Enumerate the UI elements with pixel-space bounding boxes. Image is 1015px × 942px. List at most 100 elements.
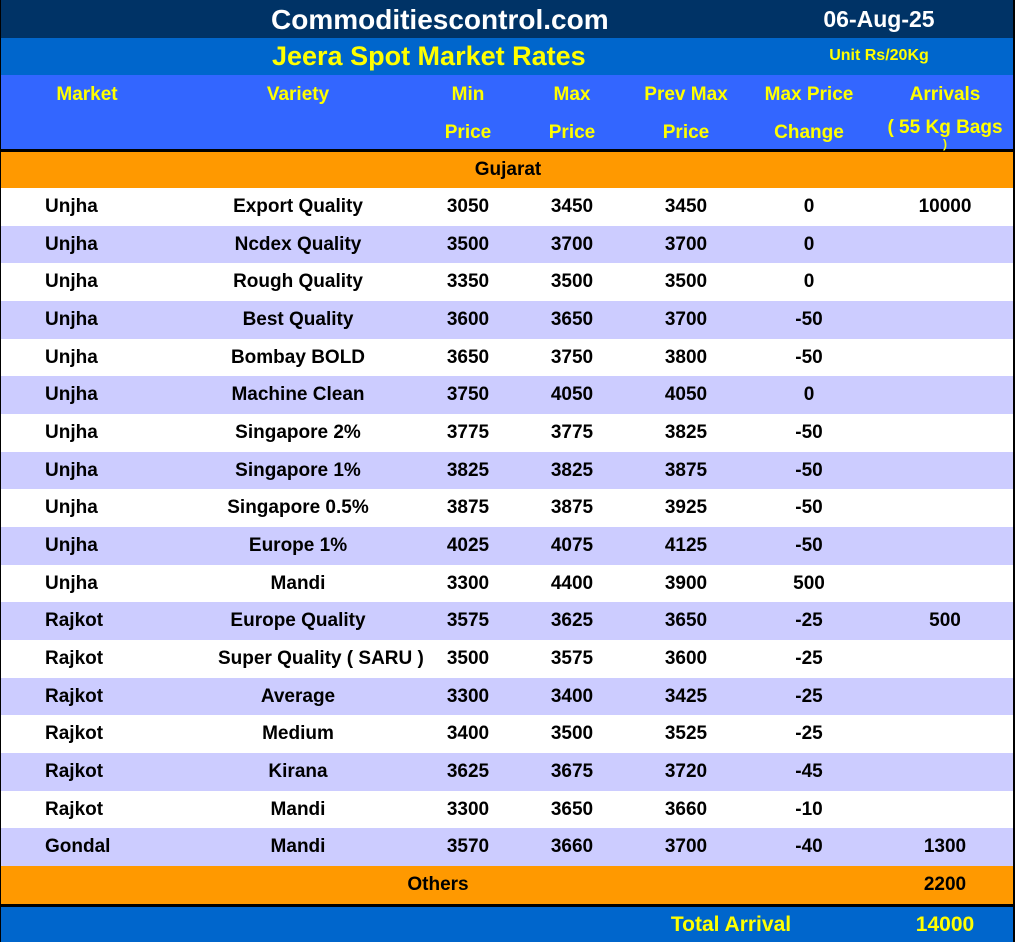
cell-change: 0: [803, 196, 815, 217]
table-row: Unjha Bombay BOLD 3650 3750 3800 -50: [1, 339, 1013, 377]
cell-change: -25: [795, 610, 823, 632]
cell-change: -45: [795, 761, 823, 783]
cell-arrivals: 10000: [918, 196, 972, 217]
table-row: Rajkot Average 3300 3400 3425 -25: [1, 677, 1013, 716]
col-max-2: Price: [548, 122, 596, 143]
cell-min: 4025: [446, 535, 490, 557]
cell-max: 3500: [550, 723, 594, 745]
table-row: Unjha Ncdex Quality 3500 3700 3700 0: [1, 225, 1013, 264]
cell-market: Unjha: [45, 196, 98, 217]
cell-change: 0: [803, 271, 815, 293]
cell-max: 4050: [550, 384, 594, 406]
col-change-2: Change: [774, 122, 844, 143]
col-variety: Variety: [266, 84, 330, 105]
cell-change: -25: [795, 648, 823, 670]
cell-min: 3300: [446, 798, 490, 820]
cell-max: 4400: [550, 572, 594, 594]
cell-max: 3660: [550, 836, 594, 858]
cell-max: 3400: [550, 685, 594, 707]
cell-variety: Best Quality: [242, 309, 354, 330]
table-row: Unjha Mandi 3300 4400 3900 500: [1, 565, 1013, 603]
table-row: Unjha Singapore 1% 3825 3825 3875 -50: [1, 451, 1013, 490]
cell-min: 3350: [446, 271, 490, 293]
cell-variety: Mandi: [270, 836, 326, 858]
cell-change: -50: [795, 497, 823, 519]
cell-variety: Average: [260, 685, 336, 707]
col-prev-1: Prev Max: [644, 84, 728, 105]
cell-max: 3575: [550, 648, 594, 670]
cell-market: Rajkot: [45, 723, 104, 745]
cell-min: 3750: [446, 384, 490, 406]
cell-max: 4075: [550, 535, 594, 557]
cell-market: Rajkot: [45, 798, 104, 820]
cell-market: Unjha: [45, 309, 98, 330]
cell-min: 3825: [446, 459, 490, 481]
cell-prev: 3720: [664, 761, 708, 783]
col-max-1: Max: [553, 84, 591, 105]
total-row: Total Arrival 14000: [1, 904, 1013, 942]
cell-prev: 3500: [664, 271, 708, 293]
cell-prev: 3700: [664, 836, 708, 858]
cell-max: 3625: [550, 610, 594, 632]
cell-prev: 4050: [664, 384, 708, 406]
cell-change: -25: [795, 723, 823, 745]
cell-change: -50: [795, 535, 823, 557]
total-label: Total Arrival: [670, 913, 792, 936]
cell-variety: Singapore 2%: [235, 422, 361, 444]
cell-min: 3650: [446, 346, 490, 368]
cell-change: -40: [795, 836, 823, 858]
cell-market: Unjha: [45, 233, 98, 255]
others-arrivals: 2200: [923, 874, 967, 895]
unit-label: Unit Rs/20Kg: [829, 47, 929, 64]
col-arrivals-3: ): [943, 137, 947, 151]
cell-max: 3775: [550, 422, 594, 444]
table-row: Rajkot Mandi 3300 3650 3660 -10: [1, 791, 1013, 829]
cell-variety: Europe Quality: [230, 610, 366, 632]
cell-variety: Machine Clean: [231, 384, 365, 406]
col-prev-2: Price: [662, 122, 710, 143]
cell-change: -10: [795, 798, 823, 820]
cell-min: 3625: [446, 761, 490, 783]
cell-change: -50: [795, 459, 823, 481]
table-row: Rajkot Europe Quality 3575 3625 3650 -25 500: [1, 602, 1013, 641]
cell-change: -25: [795, 685, 823, 707]
page-title: Jeera Spot Market Rates: [272, 41, 586, 71]
col-min-2: Price: [444, 122, 492, 143]
cell-change: 0: [803, 384, 815, 406]
cell-variety: Mandi: [270, 572, 326, 594]
cell-prev: 3925: [664, 497, 708, 519]
table-row: Unjha Best Quality 3600 3650 3700 -50: [1, 301, 1013, 339]
table-row: Unjha Europe 1% 4025 4075 4125 -50: [1, 527, 1013, 565]
cell-change: -50: [795, 346, 823, 368]
cell-variety: Rough Quality: [233, 271, 363, 293]
cell-market: Rajkot: [45, 761, 104, 783]
cell-min: 3575: [446, 610, 490, 632]
cell-prev: 3875: [664, 459, 708, 481]
cell-max: 3650: [550, 798, 594, 820]
cell-min: 3050: [446, 196, 490, 217]
cell-min: 3500: [446, 233, 490, 255]
table-row: Unjha Machine Clean 3750 4050 4050 0: [1, 376, 1013, 415]
cell-market: Unjha: [45, 459, 98, 481]
col-market: Market: [56, 84, 118, 105]
cell-max: 3450: [550, 196, 594, 217]
cell-min: 3775: [446, 422, 490, 444]
cell-market: Rajkot: [45, 648, 104, 670]
cell-max: 3700: [550, 233, 594, 255]
cell-prev: 3900: [664, 572, 708, 594]
cell-max: 3825: [550, 459, 594, 481]
column-header: Market Variety Min Price Max Price Prev …: [1, 75, 1013, 152]
col-arrivals-1: Arrivals: [909, 84, 981, 105]
table-row: Rajkot Super Quality ( SARU ) 3500 3575 3600…: [1, 640, 1013, 678]
cell-prev: 3700: [664, 233, 708, 255]
cell-market: Unjha: [45, 384, 98, 406]
cell-prev: 3600: [664, 648, 708, 670]
cell-max: 3875: [550, 497, 594, 519]
table-row: Rajkot Medium 3400 3500 3525 -25: [1, 715, 1013, 753]
cell-variety: Export Quality: [233, 196, 363, 217]
cell-variety: Singapore 1%: [235, 459, 361, 481]
cell-change: -50: [795, 309, 823, 330]
others-row: Others 2200: [1, 866, 1013, 904]
cell-min: 3600: [446, 309, 490, 330]
cell-prev: 3800: [664, 346, 708, 368]
